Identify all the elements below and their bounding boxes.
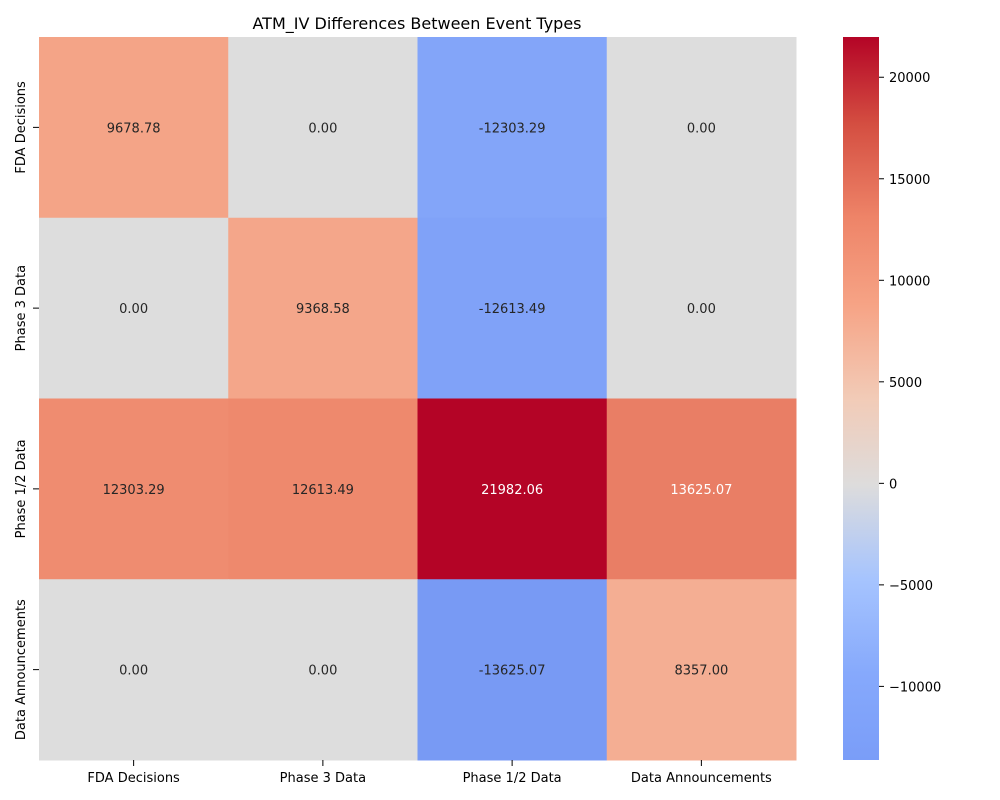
cell-value-label: 0.00 xyxy=(687,121,716,136)
colorbar-tick-label: −10000 xyxy=(889,680,941,695)
colorbar-tick-label: 15000 xyxy=(889,173,930,188)
heatmap-cells: 9678.78 0.00 -12303.29 0.00 0.00 9368.58 -1261… xyxy=(39,37,797,761)
cell-value-label: 9678.78 xyxy=(107,121,161,136)
cell-value-label: -12303.29 xyxy=(479,121,546,136)
cell-value-label: 0.00 xyxy=(687,302,716,317)
heatmap-cell-0-0 xyxy=(39,37,229,219)
cell-value-label: 0.00 xyxy=(308,121,337,136)
y-tick-label: Data Announcements xyxy=(14,599,29,740)
colorbar-tick-label: 0 xyxy=(889,477,897,492)
x-tick-label: Data Announcements xyxy=(631,771,772,786)
heatmap-cell-1-1 xyxy=(228,217,418,399)
heatmap-cell-2-3 xyxy=(606,398,797,580)
cell-value-label: 9368.58 xyxy=(296,302,350,317)
heatmap-cell-3-3 xyxy=(606,579,797,761)
x-tick-label: Phase 1/2 Data xyxy=(463,771,562,786)
colorbar-tick-label: 10000 xyxy=(889,274,930,289)
y-axis: FDA Decisions Phase 3 Data Phase 1/2 Data D… xyxy=(14,81,39,740)
heatmap-cell-0-1 xyxy=(228,37,418,219)
colorbar-gradient xyxy=(843,37,879,760)
heatmap-cell-1-2 xyxy=(417,217,608,399)
x-tick-label: Phase 3 Data xyxy=(280,771,366,786)
cell-value-label: 12303.29 xyxy=(103,483,165,498)
x-tick-label: FDA Decisions xyxy=(87,771,180,786)
colorbar-tick-label: 20000 xyxy=(889,71,930,86)
heatmap-cell-0-2 xyxy=(417,37,608,219)
colorbar: −10000 −5000 0 5000 10000 15000 20000 xyxy=(843,37,941,760)
x-axis: FDA Decisions Phase 3 Data Phase 1/2 Data D… xyxy=(87,760,772,786)
cell-value-label: 12613.49 xyxy=(292,483,354,498)
cell-value-label: 8357.00 xyxy=(674,664,728,679)
heatmap-cell-3-0 xyxy=(39,579,229,761)
cell-value-label: 0.00 xyxy=(119,302,148,317)
heatmap-cell-1-3 xyxy=(606,217,797,399)
y-tick-label: FDA Decisions xyxy=(14,81,29,174)
heatmap-cell-2-2 xyxy=(417,398,608,580)
heatmap-cell-0-3 xyxy=(606,37,797,219)
cell-value-label: 0.00 xyxy=(119,664,148,679)
cell-value-label: -13625.07 xyxy=(479,664,546,679)
y-tick-label: Phase 1/2 Data xyxy=(14,439,29,538)
colorbar-ticks: −10000 −5000 0 5000 10000 15000 20000 xyxy=(879,71,941,695)
chart-title: ATM_IV Differences Between Event Types xyxy=(252,14,581,34)
cell-value-label: 0.00 xyxy=(308,664,337,679)
heatmap-cell-2-0 xyxy=(39,398,229,580)
heatmap-cell-3-1 xyxy=(228,579,418,761)
colorbar-tick-label: 5000 xyxy=(889,376,922,391)
heatmap-cell-3-2 xyxy=(417,579,608,761)
colorbar-tick-label: −5000 xyxy=(889,579,933,594)
cell-value-label: -12613.49 xyxy=(479,302,546,317)
heatmap-cell-2-1 xyxy=(228,398,418,580)
cell-value-label: 21982.06 xyxy=(481,483,543,498)
y-tick-label: Phase 3 Data xyxy=(14,265,29,351)
cell-value-label: 13625.07 xyxy=(670,483,732,498)
heatmap-cell-1-0 xyxy=(39,217,229,399)
